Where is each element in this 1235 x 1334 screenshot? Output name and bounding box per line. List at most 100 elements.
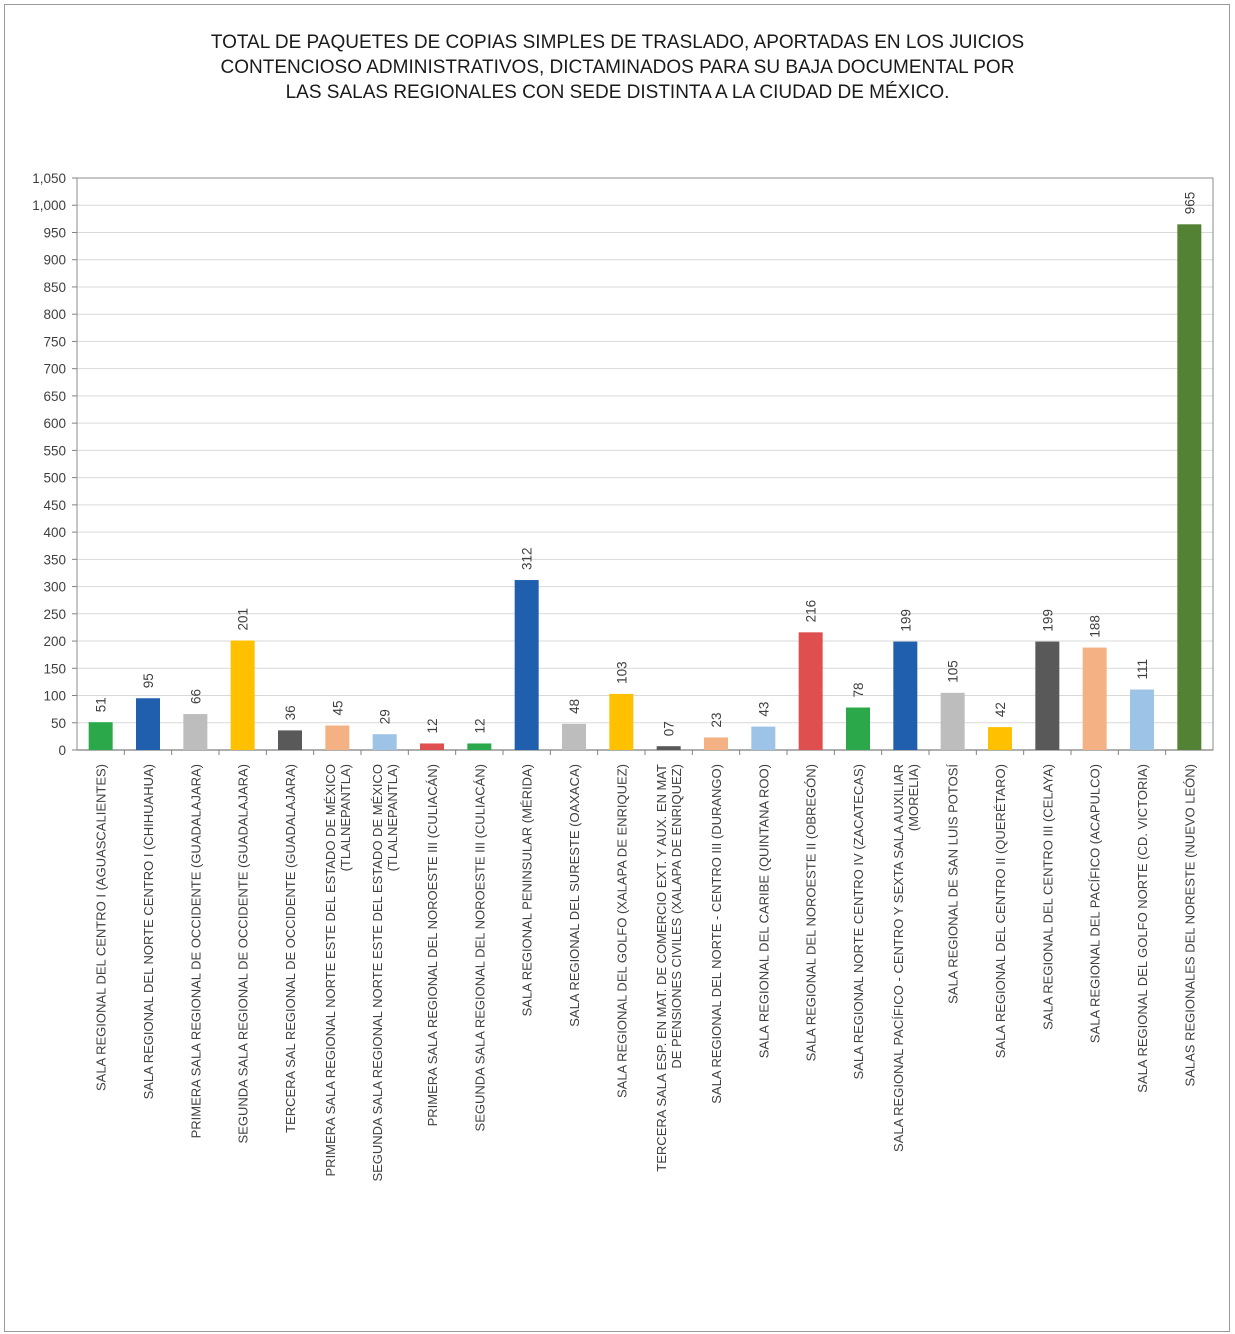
gridlines (77, 177, 1213, 724)
bar-value-label: 188 (1088, 615, 1103, 638)
x-category-label: SALA REGIONAL PENINSULAR (MÉRIDA) (520, 764, 535, 1016)
bar (798, 632, 823, 750)
y-tick-label: 650 (43, 389, 66, 404)
bar-value-label: 66 (188, 689, 203, 704)
y-tick-label: 350 (43, 552, 66, 567)
x-category-label: PRIMERA SALA REGIONAL NORTE ESTE DEL EST… (323, 764, 338, 1177)
bar (609, 693, 634, 750)
x-category-label: SALA REGIONAL DEL SURESTE (OAXACA) (567, 764, 582, 1027)
x-category-label: SALAS REGIONALES DEL NORESTE (NUEVO LEÓN… (1182, 764, 1197, 1086)
bar-value-label: 29 (378, 709, 393, 724)
bar-value-label: 23 (709, 712, 724, 727)
bar (704, 737, 728, 750)
bar (420, 743, 444, 750)
bar (183, 714, 208, 750)
x-category-label: SALA REGIONAL NORTE CENTRO IV (ZACATECAS… (851, 764, 866, 1079)
y-tick-label: 50 (51, 716, 66, 731)
bar (467, 743, 492, 750)
bar (136, 698, 160, 750)
bar (751, 726, 776, 750)
axes (72, 177, 1214, 755)
y-tick-label: 400 (43, 525, 66, 540)
y-tick-label: 200 (43, 634, 66, 649)
bar (278, 730, 302, 750)
x-category-label: SALA REGIONAL DE SAN LUIS POTOSÍ (946, 764, 961, 1004)
y-tick-label: 150 (43, 661, 66, 676)
bar-value-label: 12 (425, 718, 440, 733)
x-category-label: (TLALNEPANTLA) (338, 764, 353, 871)
bar (893, 641, 918, 750)
x-category-label: (MORELIA) (906, 764, 921, 831)
y-tick-label: 950 (43, 225, 66, 240)
y-tick-label: 300 (43, 580, 66, 595)
bar-value-label: 43 (756, 702, 771, 717)
bar-value-label: 12 (472, 718, 487, 733)
y-tick-label: 1,000 (32, 198, 66, 213)
bar-value-label: 45 (330, 700, 345, 715)
y-axis-tick-labels: 0 50 100 150 200 250 300 350 400 450 500 550 600 650 7… (32, 171, 66, 758)
bar-value-label: 312 (520, 548, 535, 571)
bar-value-label: 95 (141, 673, 156, 688)
x-category-label: PRIMERA SALA REGIONAL DEL NOROESTE III (… (425, 764, 440, 1126)
bar (562, 723, 586, 750)
bar (1082, 647, 1107, 750)
y-tick-label: 550 (43, 443, 66, 458)
y-tick-label: 900 (43, 253, 66, 268)
bar (656, 746, 681, 750)
x-category-label: SEGUNDA SALA REGIONAL NORTE ESTE DEL EST… (370, 764, 385, 1182)
y-tick-label: 500 (43, 471, 66, 486)
x-category-label: (TLALNEPANTLA) (385, 764, 400, 871)
chart-title: TOTAL DE PAQUETES DE COPIAS SIMPLES DE T… (0, 30, 1235, 105)
x-category-label: TERCERA SAL REGIONAL DE OCCIDENTE (GUADA… (283, 764, 298, 1133)
x-category-label: SEGUNDA SALA REGIONAL DE OCCIDENTE (GUAD… (236, 764, 251, 1144)
x-category-label: SALA REGIONAL DEL CARIBE (QUINTANA ROO) (756, 764, 771, 1058)
bar (1177, 224, 1202, 751)
y-tick-label: 450 (43, 498, 66, 513)
chart-title-line-3: LAS SALAS REGIONALES CON SEDE DISTINTA A… (285, 82, 950, 103)
bar-value-labels: 51 95 66 201 36 45 29 12 12 312 48 103 07 23 43 216 78 19… (94, 192, 1198, 736)
bar-value-label: 111 (1135, 659, 1150, 680)
y-tick-label: 0 (58, 743, 66, 758)
y-tick-label: 1,050 (32, 171, 66, 186)
bar-value-label: 42 (993, 702, 1008, 717)
y-tick-label: 600 (43, 416, 66, 431)
x-category-label: SALA REGIONAL PACÍFICO - CENTRO Y SEXTA … (891, 764, 906, 1152)
bar (846, 707, 870, 750)
bar (988, 727, 1012, 750)
y-tick-label: 750 (43, 334, 66, 349)
bar (230, 640, 255, 750)
y-tick-label: 700 (43, 362, 66, 377)
bar-value-label: 105 (946, 660, 961, 683)
bar-value-label: 36 (283, 705, 298, 720)
x-axis-category-labels: SALA REGIONAL DEL CENTRO I (AGUASCALIENT… (94, 764, 1198, 1182)
bar-value-label: 48 (567, 699, 582, 714)
bar (88, 722, 113, 750)
x-category-label: SALA REGIONAL DEL CENTRO II (QUERÉTARO) (993, 764, 1008, 1058)
bars (88, 224, 1202, 751)
bar-value-label: 201 (236, 608, 251, 631)
x-category-label: SALA REGIONAL DEL CENTRO I (AGUASCALIENT… (94, 764, 109, 1091)
x-category-label: SALA REGIONAL DEL NORTE - CENTRO III (DU… (709, 764, 724, 1104)
x-category-label: SEGUNDA SALA REGIONAL DEL NOROESTE III (… (472, 764, 487, 1131)
y-tick-label: 250 (43, 607, 66, 622)
bar (372, 734, 397, 750)
bar-value-label: 103 (614, 661, 629, 684)
bar (1130, 689, 1154, 750)
bar (325, 725, 350, 750)
x-category-label: SALA REGIONAL DEL GOLFO (XALAPA DE ENRIQ… (614, 764, 629, 1098)
x-category-label: SALA REGIONAL DEL PACÍFICO (ACAPULCO) (1088, 764, 1103, 1043)
bar-value-label: 199 (898, 609, 913, 632)
bar (1035, 641, 1060, 750)
y-tick-label: 850 (43, 280, 66, 295)
chart-title-line-1: TOTAL DE PAQUETES DE COPIAS SIMPLES DE T… (210, 32, 1025, 53)
bar-value-label: 216 (804, 600, 819, 623)
y-tick-label: 100 (43, 689, 66, 704)
bar (514, 580, 539, 750)
bar (940, 692, 965, 750)
chart-title-line-2: CONTENCIOSO ADMINISTRATIVOS, DICTAMINADO… (220, 57, 1015, 78)
x-category-label: SALA REGIONAL DEL NORTE CENTRO I (CHIHUA… (141, 764, 156, 1099)
bar-value-label: 78 (851, 682, 866, 697)
bar-value-label: 51 (94, 697, 109, 712)
x-category-label: DE PENSIONES CIVILES (XALAPA DE ENRIQUEZ… (669, 764, 684, 1069)
